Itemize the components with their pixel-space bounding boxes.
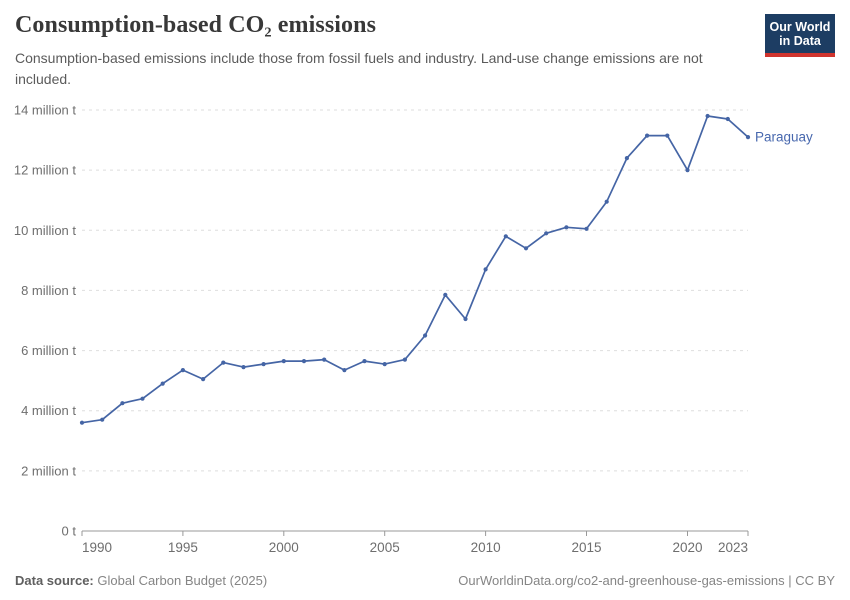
chart-title: Consumption-based CO₂ emissions xyxy=(15,12,377,38)
owid-logo: Our World in Data xyxy=(765,14,835,57)
data-point[interactable] xyxy=(705,113,710,119)
x-tick-label: 2015 xyxy=(571,540,601,555)
data-point[interactable] xyxy=(362,359,367,364)
data-point[interactable] xyxy=(261,362,266,367)
data-point[interactable] xyxy=(201,377,206,382)
data-point[interactable] xyxy=(685,168,690,173)
data-point[interactable] xyxy=(483,267,488,272)
series-line xyxy=(81,115,749,424)
data-point[interactable] xyxy=(79,420,85,425)
owid-logo-line2: in Data xyxy=(779,34,821,48)
data-point[interactable] xyxy=(221,360,226,365)
data-point[interactable] xyxy=(645,133,650,138)
data-point[interactable] xyxy=(443,292,448,297)
entity-label[interactable]: Paraguay xyxy=(755,130,813,145)
y-tick-label: 12 million t xyxy=(14,163,77,178)
data-point[interactable] xyxy=(120,401,125,406)
data-point[interactable] xyxy=(423,333,428,338)
data-point[interactable] xyxy=(342,368,347,373)
chart-subtitle: Consumption-based emissions include thos… xyxy=(15,50,703,87)
data-source-value: Global Carbon Budget (2025) xyxy=(97,573,268,588)
x-tick-label: 2000 xyxy=(269,540,299,555)
data-point[interactable] xyxy=(140,396,145,401)
y-tick-label: 0 t xyxy=(62,524,77,539)
data-point[interactable] xyxy=(564,225,569,230)
data-point[interactable] xyxy=(100,417,105,422)
data-point[interactable] xyxy=(624,156,630,161)
data-source: Data source: Global Carbon Budget (2025) xyxy=(15,573,267,588)
owid-logo-line1: Our World xyxy=(769,20,831,34)
y-tick-label: 4 million t xyxy=(21,403,76,418)
data-point[interactable] xyxy=(322,357,327,362)
data-point[interactable] xyxy=(523,246,529,251)
y-tick-label: 8 million t xyxy=(21,283,76,298)
x-tick-label: 2005 xyxy=(370,540,400,555)
data-point[interactable] xyxy=(503,234,508,239)
x-tick-label: 2020 xyxy=(672,540,702,555)
x-tick-label: 2010 xyxy=(471,540,501,555)
data-point[interactable] xyxy=(725,116,730,122)
data-point[interactable] xyxy=(463,316,468,322)
data-point[interactable] xyxy=(544,231,549,236)
emissions-line-chart[interactable]: 0 t 2 million t 4 million t 6 million t 8 mi… xyxy=(0,95,850,565)
y-tick-label: 14 million t xyxy=(14,103,77,118)
data-point[interactable] xyxy=(382,362,387,367)
data-point[interactable] xyxy=(665,133,670,138)
data-point[interactable] xyxy=(241,365,246,370)
data-point[interactable] xyxy=(584,226,589,231)
data-point[interactable] xyxy=(745,135,751,140)
chart-footer: Data source: Global Carbon Budget (2025)… xyxy=(15,573,835,588)
x-tick-label: 2023 xyxy=(718,540,748,555)
data-point[interactable] xyxy=(180,368,185,373)
data-point[interactable] xyxy=(301,359,307,364)
data-point[interactable] xyxy=(402,357,407,362)
data-point[interactable] xyxy=(281,359,286,364)
y-tick-label: 6 million t xyxy=(21,343,76,358)
data-point[interactable] xyxy=(604,199,609,204)
data-source-label: Data source: xyxy=(15,573,94,588)
data-point[interactable] xyxy=(160,381,165,386)
y-tick-label: 2 million t xyxy=(21,463,76,478)
footer-link[interactable]: OurWorldinData.org/co2-and-greenhouse-ga… xyxy=(458,573,835,588)
chart-header: Consumption-based CO₂ emissions Our Worl… xyxy=(15,12,835,90)
x-tick-label: 1995 xyxy=(168,540,198,555)
y-tick-label: 10 million t xyxy=(14,223,77,238)
x-tick-label: 1990 xyxy=(82,540,112,555)
